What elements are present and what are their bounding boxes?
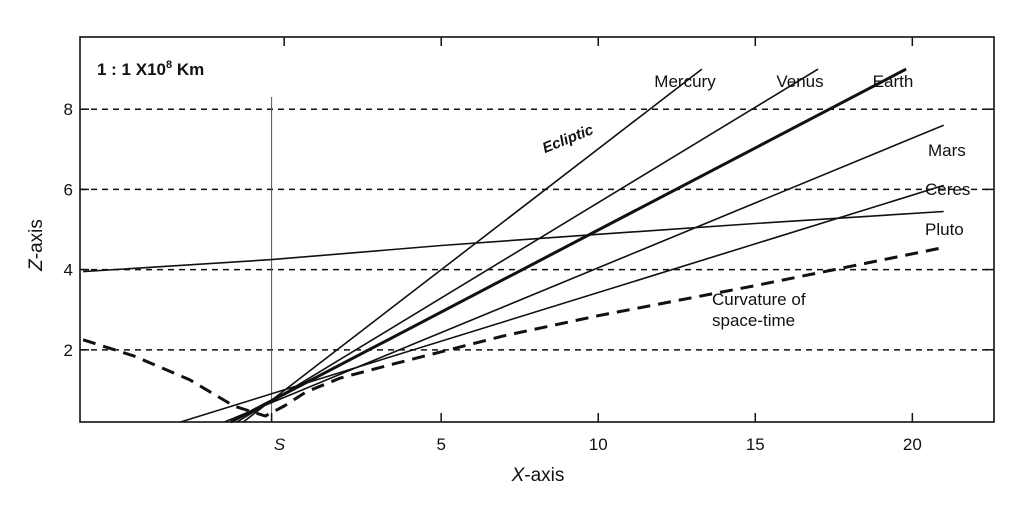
- x-tick-label-15: 15: [746, 435, 765, 454]
- series-line-mars: [224, 124, 945, 423]
- series-line-ceres: [180, 184, 944, 423]
- series-label-earth: Earth: [873, 72, 914, 91]
- x-tick-label-10: 10: [589, 435, 608, 454]
- dashed-gridlines: [80, 108, 994, 351]
- y-tick-label-2: 2: [64, 341, 73, 360]
- y-tick-label-8: 8: [64, 100, 73, 119]
- tick-labels: 2 4 6 8 S 5 10 15 20: [64, 100, 922, 454]
- series-line-venus: [236, 68, 819, 423]
- axis-ticks: [80, 37, 994, 422]
- x-tick-label-5: 5: [436, 435, 445, 454]
- series-line-curvature-of-space-time: [82, 246, 944, 418]
- series-line-earth: [230, 67, 907, 424]
- y-tick-label-4: 4: [64, 261, 73, 280]
- scale-label: 1 : 1 X108 Km: [97, 59, 204, 79]
- series-lines: [82, 67, 945, 424]
- series-label-mars: Mars: [928, 141, 966, 160]
- series-label-ceres: Ceres: [925, 180, 970, 199]
- series-label-curvature-of-space-time: Curvature of space-time: [712, 290, 806, 330]
- x-tick-label-s: S: [274, 435, 286, 454]
- series-line-pluto: [83, 210, 944, 273]
- x-axis-title: X-axis: [511, 465, 565, 486]
- x-tick-label-20: 20: [903, 435, 922, 454]
- series-labels: Mercury Venus Earth Mars Ceres Pluto Curvature…: [654, 72, 970, 330]
- y-axis-title: Z-axis: [26, 219, 47, 272]
- series-label-venus: Venus: [776, 72, 823, 91]
- series-label-pluto: Pluto: [925, 220, 964, 239]
- series-line-mercury: [242, 68, 703, 423]
- y-tick-label-6: 6: [64, 180, 73, 199]
- series-label-mercury: Mercury: [654, 72, 716, 91]
